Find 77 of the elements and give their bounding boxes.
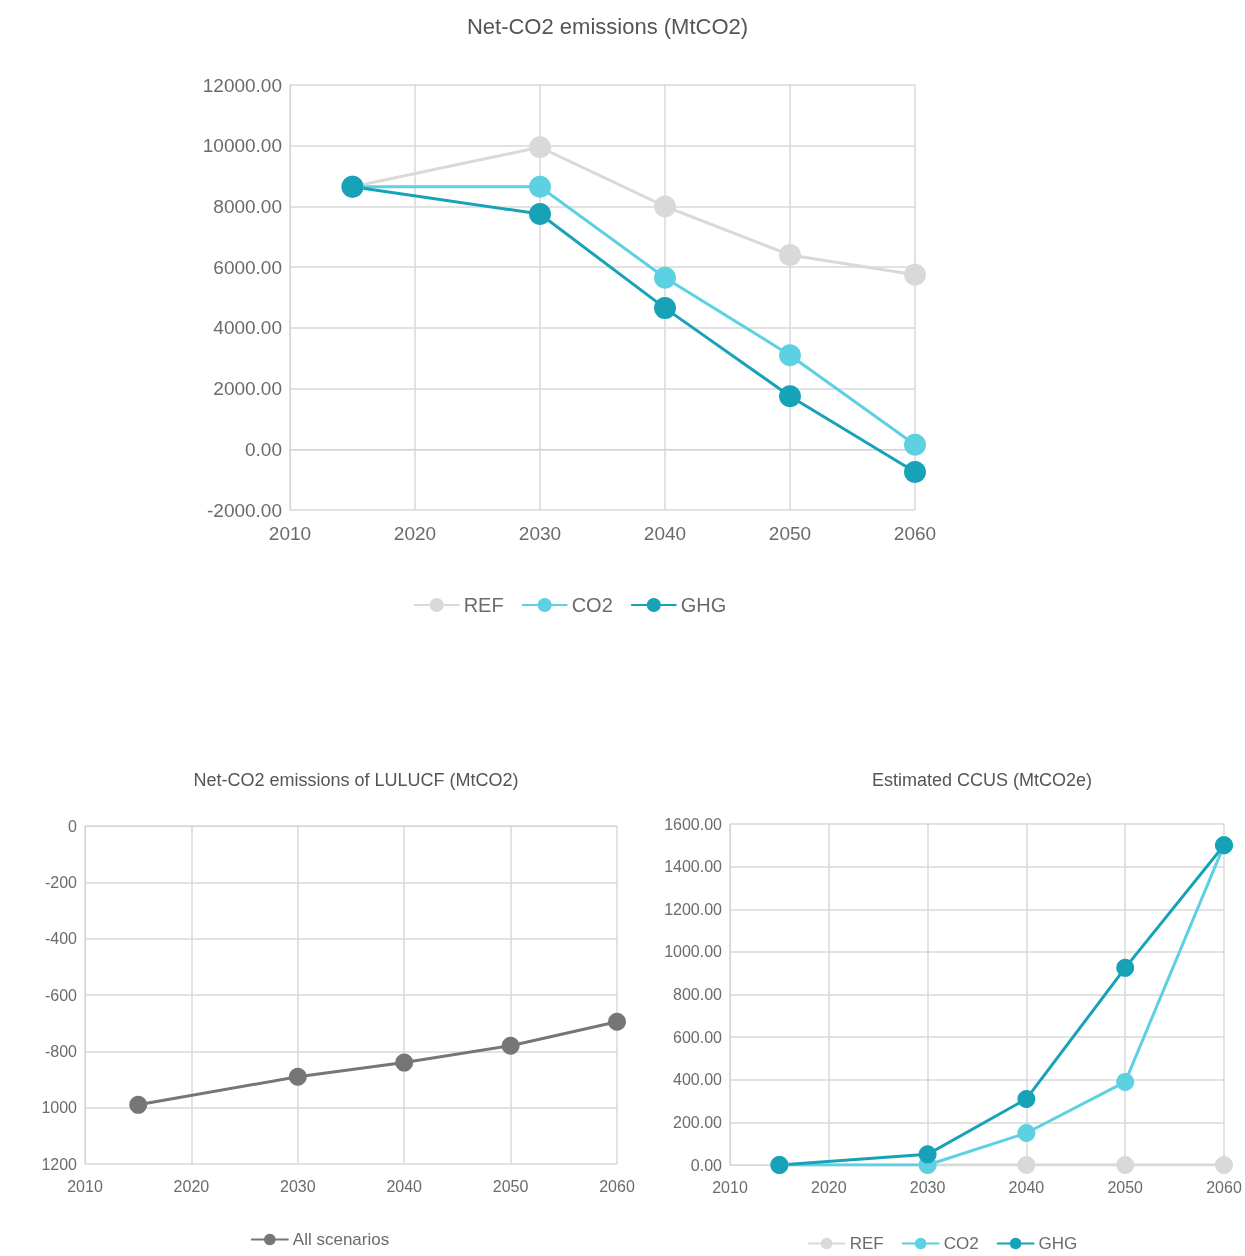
point	[779, 244, 801, 266]
point	[1116, 1072, 1135, 1091]
x-tick-label: 2060	[893, 523, 937, 544]
x-tick-label: 2020	[393, 523, 437, 544]
x-tick-label: 2060	[599, 1177, 635, 1195]
point	[1215, 1156, 1233, 1174]
x-tick-label: 2030	[909, 1178, 946, 1196]
y-tick-label: 0.00	[690, 1156, 723, 1174]
x-tick-label: 2050	[768, 523, 812, 544]
point	[501, 1036, 520, 1055]
point	[395, 1053, 414, 1072]
point	[288, 1067, 307, 1086]
y-tick-label: 1000.00	[664, 943, 723, 961]
y-tick-label: 0	[68, 817, 78, 835]
y-tick-label: 4000.00	[213, 317, 282, 339]
x-tick-label: 2040	[643, 523, 687, 544]
x-tick-label: 2050	[1107, 1178, 1144, 1196]
x-tick-label: 2060	[1206, 1178, 1242, 1196]
point	[1017, 1089, 1036, 1108]
point	[904, 263, 926, 286]
y-tick-label: 1400.00	[664, 858, 723, 876]
point	[918, 1145, 937, 1164]
point	[129, 1095, 148, 1114]
point	[654, 195, 676, 218]
y-tick-label: -200	[44, 873, 78, 891]
legend-label: REF	[849, 1234, 884, 1253]
x-tick-label: 2030	[518, 523, 562, 544]
legend-label: GHG	[1038, 1234, 1078, 1253]
y-tick-label: 6000.00	[213, 256, 282, 278]
y-tick-label: 2000.00	[213, 378, 282, 400]
point	[529, 203, 551, 226]
point	[1116, 958, 1135, 977]
y-tick-label: -2000.00	[206, 499, 282, 521]
y-tick-label: 12000.00	[202, 74, 282, 96]
x-tick-label: 2040	[386, 1177, 423, 1195]
point	[1017, 1156, 1036, 1174]
legend-label: REF	[463, 594, 504, 616]
x-tick-label: 2020	[173, 1177, 210, 1195]
y-tick-label: 1200	[41, 1155, 78, 1173]
point	[1116, 1156, 1135, 1174]
y-tick-label: -600	[44, 986, 78, 1004]
legend-label: CO2	[943, 1234, 979, 1253]
y-tick-label: -400	[44, 930, 78, 948]
chart-title: Estimated CCUS (MtCO2e)	[871, 770, 1093, 790]
legend-label: GHG	[680, 594, 727, 616]
y-tick-label: 200.00	[673, 1113, 723, 1131]
x-tick-label: 2030	[280, 1177, 316, 1195]
y-tick-label: 0.00	[245, 438, 282, 460]
y-tick-label: 800.00	[673, 986, 723, 1003]
point	[529, 175, 551, 198]
legend-label: CO2	[571, 594, 613, 616]
y-tick-label: 10000.00	[202, 135, 282, 157]
y-tick-label: 1200.00	[664, 900, 723, 918]
x-tick-label: 2010	[268, 523, 312, 544]
point	[779, 344, 801, 367]
legend-label: All scenarios	[292, 1230, 390, 1249]
y-tick-label: 600.00	[673, 1028, 723, 1046]
point	[904, 433, 926, 456]
x-tick-label: 2020	[811, 1178, 847, 1196]
chart-title: Net-CO2 emissions of LULUCF (MtCO2)	[193, 770, 519, 790]
x-tick-label: 2010	[712, 1178, 748, 1196]
x-tick-label: 2050	[492, 1177, 529, 1195]
point	[1017, 1124, 1036, 1143]
y-tick-label: 8000.00	[213, 195, 282, 217]
y-tick-label: 1000	[41, 1099, 78, 1117]
x-tick-label: 2010	[67, 1177, 103, 1195]
point	[608, 1012, 626, 1031]
point	[529, 136, 551, 159]
point	[779, 385, 801, 408]
y-tick-label: 400.00	[673, 1071, 723, 1089]
chart-title: Net-CO2 emissions (MtCO2)	[466, 13, 749, 39]
y-tick-label: 1600.00	[664, 815, 723, 833]
x-tick-label: 2040	[1008, 1178, 1045, 1196]
point	[654, 266, 676, 289]
point	[904, 461, 926, 484]
y-tick-label: -800	[44, 1042, 78, 1060]
point	[654, 297, 676, 320]
